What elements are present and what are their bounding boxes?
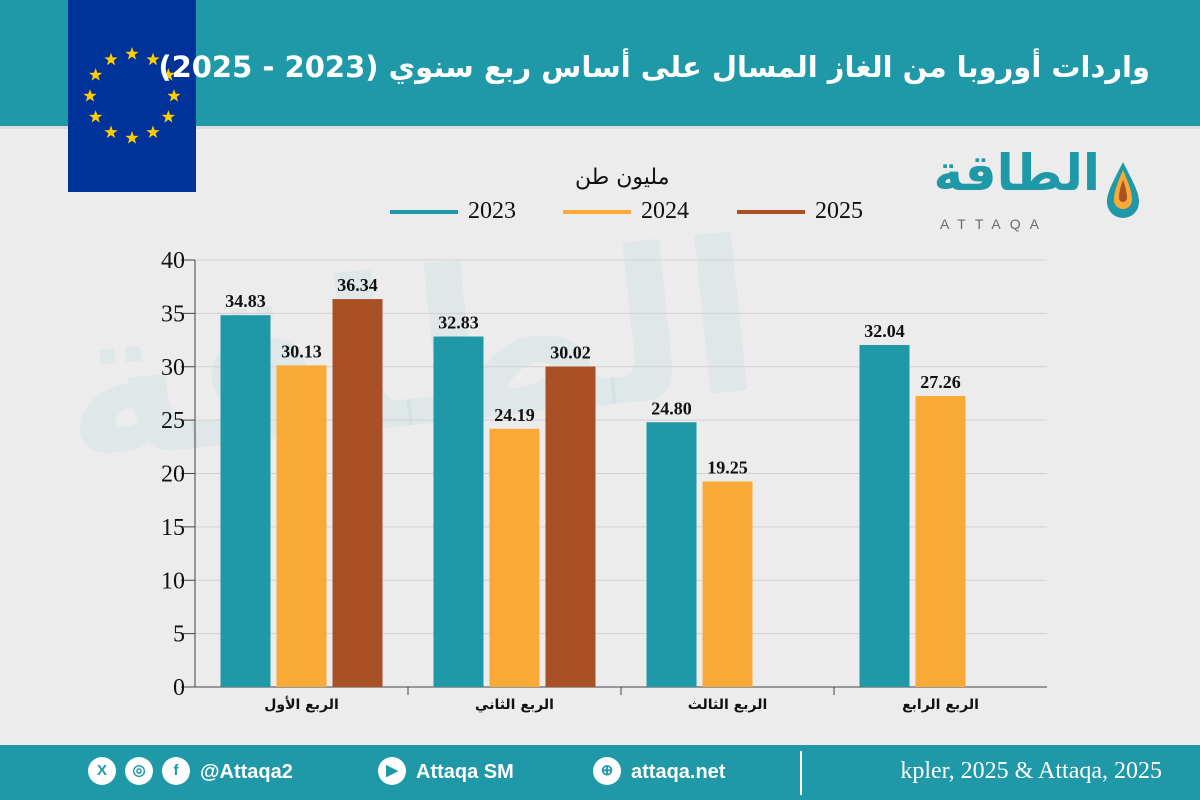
legend-label-2024: 2024 [641, 198, 689, 224]
legend-label-2025: 2025 [815, 198, 863, 224]
eu-star [125, 47, 139, 60]
bar-2025 [332, 299, 383, 687]
x-icon[interactable]: X [88, 757, 116, 785]
y-tick-label: 40 [161, 248, 185, 274]
social-handle[interactable]: @Attaqa2 [200, 761, 293, 783]
data-label-2024: 30.13 [281, 341, 322, 361]
source-text: kpler, 2025 & Attaqa, 2025 [900, 758, 1162, 784]
data-label-2025: 30.02 [550, 343, 591, 363]
youtube-channel[interactable]: Attaqa SM [416, 761, 514, 783]
bar-chart: 0 5 10 15 20 25 30 35 40 34.83 30.13 36.34 الربع الأ… [161, 248, 1047, 713]
eu-star [167, 89, 181, 102]
data-label-2025: 36.34 [337, 275, 378, 295]
data-label-2024: 19.25 [707, 458, 748, 478]
instagram-icon[interactable]: ◎ [125, 757, 153, 785]
y-tick-label: 35 [161, 301, 185, 327]
bar-2024 [276, 365, 327, 687]
y-tick-label: 20 [161, 462, 185, 488]
legend-item-2024: 2024 [563, 198, 689, 225]
eu-star [104, 125, 118, 139]
unit-label: مليون طن [575, 165, 670, 190]
drop-icon [1107, 162, 1139, 218]
legend-swatch-2025 [737, 209, 805, 214]
y-tick-label: 25 [161, 408, 185, 434]
globe-icon[interactable]: ⊕ [593, 757, 621, 785]
y-tick-label: 10 [161, 568, 185, 594]
eu-star [88, 110, 103, 123]
bar-2024 [702, 481, 753, 687]
legend: 2023 2024 2025 [0, 198, 1200, 228]
data-label-2023: 32.83 [438, 313, 479, 333]
header-divider [0, 126, 1200, 129]
legend-swatch-2024 [563, 209, 631, 214]
legend-label-2023: 2023 [468, 198, 516, 224]
x-category-label: الربع الثالث [688, 697, 768, 713]
eu-star [83, 89, 97, 102]
eu-star [125, 131, 139, 144]
eu-star [146, 52, 160, 66]
data-label-2023: 34.83 [225, 291, 266, 311]
x-category-label: الربع الأول [264, 696, 339, 713]
logo-text: الطاقة [933, 144, 1100, 202]
attaqa-logo: الطاقة ATTAQA [930, 144, 1145, 240]
eu-star [161, 68, 176, 81]
eu-star [161, 110, 176, 123]
bar-2024 [915, 395, 966, 687]
data-label-2024: 24.19 [494, 405, 535, 425]
bar-2023 [433, 336, 484, 687]
y-tick-label: 0 [173, 675, 185, 701]
footer-bar: X ◎ f @Attaqa2 ▶ Attaqa SM ⊕ attaqa.net … [0, 745, 1200, 800]
footer-divider [800, 751, 802, 795]
header-bar [0, 0, 1200, 126]
youtube-icon[interactable]: ▶ [378, 757, 406, 785]
bar-2023 [220, 315, 271, 687]
y-tick-label: 30 [161, 355, 185, 381]
y-tick-label: 15 [161, 515, 185, 541]
eu-flag-icon [68, 0, 196, 192]
eu-star [88, 68, 103, 81]
facebook-icon[interactable]: f [162, 757, 190, 785]
bar-2024 [489, 428, 540, 687]
x-category-label: الربع الثاني [475, 697, 554, 713]
bar-2025 [545, 366, 596, 687]
legend-swatch-2023 [390, 209, 458, 214]
logo-subtext: ATTAQA [940, 216, 1048, 232]
data-label-2023: 24.80 [651, 398, 692, 418]
x-category-label: الربع الرابع [902, 697, 979, 713]
bar-2023 [646, 422, 697, 687]
eu-star [104, 52, 118, 66]
legend-item-2025: 2025 [737, 198, 863, 225]
page-title: واردات أوروبا من الغاز المسال على أساس ر… [158, 50, 1150, 84]
bar-2023 [859, 344, 910, 687]
y-tick-label: 5 [173, 622, 185, 648]
website-link[interactable]: attaqa.net [631, 761, 726, 783]
legend-item-2023: 2023 [390, 198, 516, 225]
data-label-2023: 32.04 [864, 321, 905, 341]
data-label-2024: 27.26 [920, 372, 961, 392]
eu-star [146, 125, 160, 139]
